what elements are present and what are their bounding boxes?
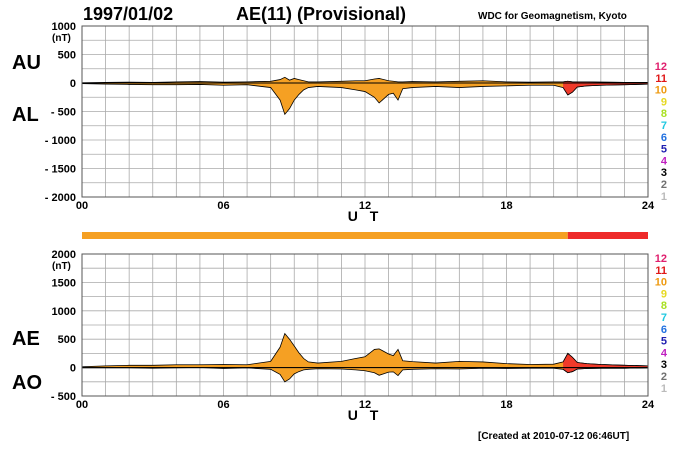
y-tick-label: - 1000 bbox=[45, 135, 76, 147]
y-tick-label: 500 bbox=[58, 334, 76, 346]
legend-station-count: 7 bbox=[661, 120, 667, 132]
au-label: AU bbox=[12, 52, 41, 74]
legend-station-count: 12 bbox=[655, 253, 667, 265]
legend-station-count: 2 bbox=[661, 371, 667, 383]
legend-station-count: 11 bbox=[655, 73, 667, 85]
legend-station-count: 3 bbox=[661, 167, 667, 179]
legend-station-count: 10 bbox=[655, 85, 667, 97]
x-tick-label: 12 bbox=[359, 200, 371, 212]
x-tick-label: 06 bbox=[217, 399, 229, 411]
chart-title: AE(11) (Provisional) bbox=[236, 4, 407, 24]
station-count-bar-segment bbox=[82, 232, 568, 239]
upper-series-area-late bbox=[563, 352, 648, 368]
legend-station-count: 8 bbox=[661, 300, 667, 312]
x-tick-label: 24 bbox=[642, 399, 655, 411]
legend-station-count: 9 bbox=[661, 288, 667, 300]
x-tick-label: 18 bbox=[500, 399, 512, 411]
y-tick-label: - 500 bbox=[51, 107, 76, 119]
legend-station-count: 12 bbox=[655, 61, 667, 73]
station-count-bar-segment bbox=[567, 232, 648, 239]
plot-frame bbox=[81, 253, 649, 397]
x-axis-title: U T bbox=[348, 208, 383, 224]
al-label: AL bbox=[12, 104, 39, 126]
x-tick-label: 18 bbox=[500, 200, 512, 212]
legend-station-count: 4 bbox=[661, 155, 668, 167]
y-tick-label: - 500 bbox=[51, 391, 76, 403]
x-tick-label: 00 bbox=[76, 399, 88, 411]
chart-date: 1997/01/02 bbox=[83, 4, 174, 24]
created-timestamp: [Created at 2010-07-12 06:46UT] bbox=[478, 431, 630, 442]
legend-station-count: 9 bbox=[661, 96, 667, 108]
y-tick-label: - 1500 bbox=[45, 164, 76, 176]
legend-station-count: 11 bbox=[655, 265, 667, 277]
legend-station-count: 5 bbox=[661, 336, 667, 348]
y-tick-label: 2000 bbox=[52, 249, 76, 261]
legend-station-count: 8 bbox=[661, 108, 667, 120]
x-tick-label: 12 bbox=[359, 399, 371, 411]
x-tick-label: 24 bbox=[642, 200, 655, 212]
lower-series-area-late bbox=[563, 82, 648, 96]
ao-label: AO bbox=[12, 372, 42, 394]
y-tick-label: 0 bbox=[70, 78, 76, 90]
x-tick-label: 00 bbox=[76, 200, 88, 212]
legend-station-count: 1 bbox=[661, 383, 667, 395]
y-unit-label: (nT) bbox=[52, 33, 71, 44]
ae-label: AE bbox=[12, 328, 40, 350]
plot-frame bbox=[81, 25, 649, 198]
legend-station-count: 1 bbox=[661, 191, 667, 203]
y-tick-label: 1000 bbox=[52, 306, 76, 318]
legend-station-count: 10 bbox=[655, 277, 667, 289]
legend-station-count: 4 bbox=[661, 347, 668, 359]
legend-station-count: 3 bbox=[661, 359, 667, 371]
y-unit-label: (nT) bbox=[52, 261, 71, 272]
legend-station-count: 6 bbox=[661, 324, 667, 336]
legend-station-count: 5 bbox=[661, 144, 667, 156]
y-tick-label: 1000 bbox=[52, 21, 76, 33]
y-tick-label: 0 bbox=[70, 363, 76, 375]
legend-station-count: 7 bbox=[661, 312, 667, 324]
legend-station-count: 2 bbox=[661, 179, 667, 191]
x-axis-title: U T bbox=[348, 407, 383, 423]
y-tick-label: 1500 bbox=[52, 277, 76, 289]
x-tick-label: 06 bbox=[217, 200, 229, 212]
y-tick-label: - 2000 bbox=[45, 192, 76, 204]
lower-series-area-late bbox=[563, 367, 648, 374]
legend-station-count: 6 bbox=[661, 132, 667, 144]
y-tick-label: 500 bbox=[58, 50, 76, 62]
data-source: WDC for Geomagnetism, Kyoto bbox=[478, 11, 627, 22]
